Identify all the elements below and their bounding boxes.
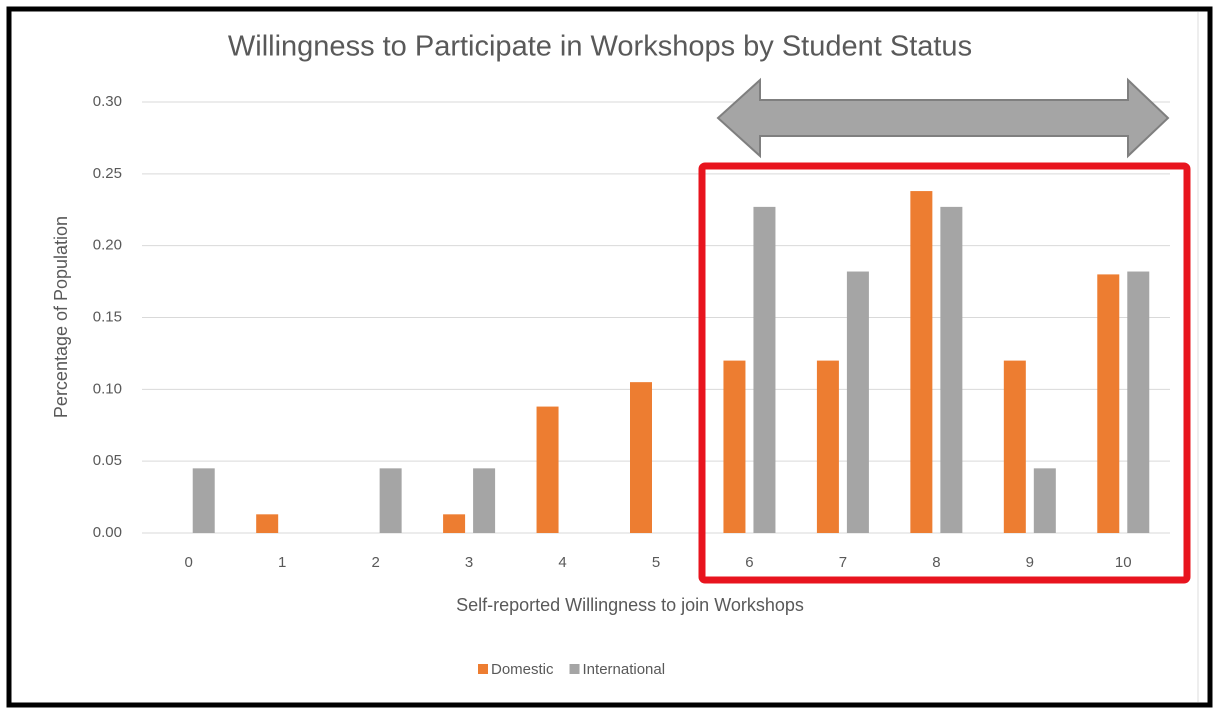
bar: [846, 271, 869, 533]
y-tick-label: 0.05: [93, 452, 122, 469]
bar: [379, 468, 402, 533]
bar: [473, 468, 496, 533]
bar: [1097, 274, 1120, 533]
x-tick-label: 7: [839, 554, 847, 571]
y-tick-label: 0.10: [93, 380, 122, 397]
bar: [536, 406, 559, 533]
x-tick-label: 3: [465, 554, 473, 571]
annotation: [698, 77, 1191, 584]
x-tick-label: 10: [1115, 554, 1132, 571]
x-tick-label: 6: [745, 554, 753, 571]
x-tick-label: 5: [652, 554, 660, 571]
double-arrow: [716, 77, 1170, 159]
y-tick-label: 0.20: [93, 237, 122, 254]
bar: [630, 382, 652, 533]
bar: [443, 514, 466, 533]
y-tick-label: 0.15: [93, 308, 122, 325]
y-tick-label: 0.30: [93, 93, 122, 110]
x-tick-label: 2: [371, 554, 379, 571]
bar: [256, 514, 279, 533]
legend-label: International: [583, 661, 666, 678]
y-tick-label: 0.00: [93, 524, 122, 541]
bar: [1127, 271, 1150, 533]
x-tick-label: 8: [932, 554, 940, 571]
bar: [1033, 468, 1056, 533]
legend-label: Domestic: [491, 661, 554, 678]
bar: [723, 360, 746, 533]
bar: [940, 206, 963, 534]
bar: [1003, 360, 1026, 533]
x-tick-label: 1: [278, 554, 286, 571]
chart-title: Willingness to Participate in Workshops …: [228, 31, 972, 63]
legend-swatch: [569, 664, 580, 674]
bar: [753, 206, 776, 534]
highlight-box: [698, 162, 1191, 584]
x-tick-label: 9: [1026, 554, 1034, 571]
y-axis-label: Percentage of Population: [51, 216, 71, 418]
x-tick-label: 0: [185, 554, 193, 571]
bar: [910, 191, 933, 533]
bar: [192, 468, 215, 533]
y-tick-label: 0.25: [93, 165, 122, 182]
bar: [816, 360, 839, 533]
x-axis-label: Self-reported Willingness to join Worksh…: [456, 595, 804, 615]
x-tick-label: 4: [558, 554, 566, 571]
legend-swatch: [478, 664, 488, 674]
